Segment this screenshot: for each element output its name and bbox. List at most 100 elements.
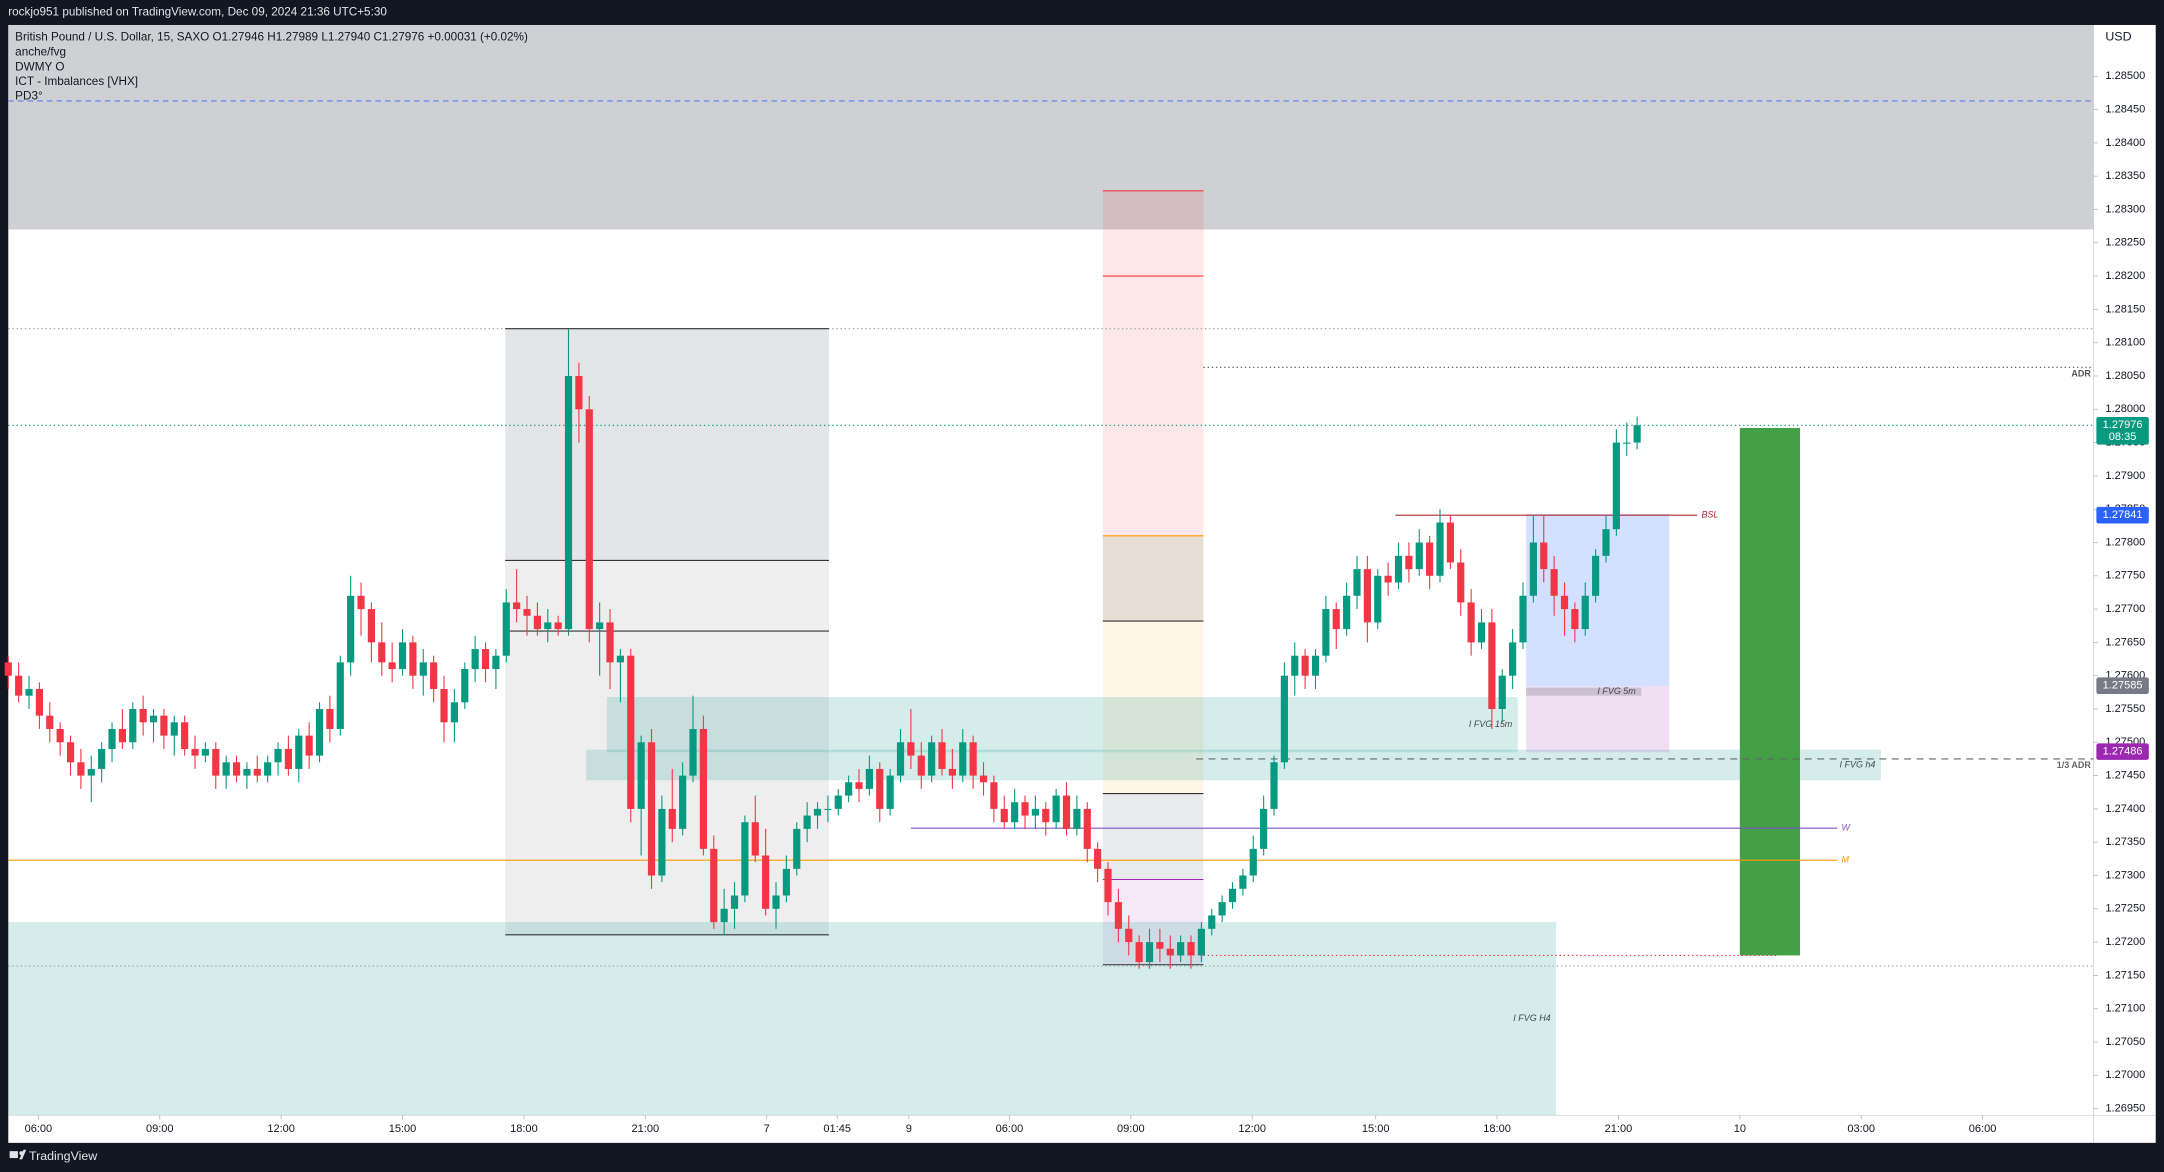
candle-body <box>1249 848 1257 876</box>
candle-body <box>170 722 178 736</box>
candle-body <box>938 742 946 769</box>
y-tick-label: 1.28200 <box>2105 270 2145 282</box>
zone <box>1102 190 1204 536</box>
candle-body <box>25 689 33 696</box>
y-tick-label: 1.28350 <box>2105 170 2145 182</box>
x-tick-label: 12:00 <box>1238 1123 1266 1135</box>
x-tick-label: 15:00 <box>1362 1123 1390 1135</box>
candle-body <box>596 622 604 630</box>
candle-body <box>212 748 220 776</box>
candle-body <box>108 728 116 749</box>
candle-body <box>305 735 313 756</box>
candle-body <box>668 808 676 829</box>
y-tick-label: 1.28400 <box>2105 137 2145 149</box>
y-tick-label: 1.28250 <box>2105 237 2145 249</box>
x-tick-label: 9 <box>906 1123 912 1135</box>
x-tick-label: 09:00 <box>1117 1123 1145 1135</box>
price-label: 1.27486 <box>2103 746 2143 758</box>
candle-body <box>46 715 54 729</box>
y-tick-label: 1.27400 <box>2105 803 2145 815</box>
candle-body <box>959 742 967 776</box>
zone <box>1102 621 1204 794</box>
candle-body <box>1156 942 1164 949</box>
candle-body <box>1291 655 1299 676</box>
x-tick-label: 10 <box>1734 1123 1746 1135</box>
candle-body <box>948 768 956 776</box>
candle-body <box>979 775 988 783</box>
candle-body <box>1052 795 1060 823</box>
candle-body <box>1000 808 1008 823</box>
candle-body <box>1550 569 1558 596</box>
candle-body <box>793 828 801 869</box>
zone <box>606 697 1518 753</box>
candle-body <box>4 662 12 676</box>
candle-body <box>139 708 147 723</box>
candle-body <box>741 822 749 896</box>
lines-layer: ADR BSL 1/3 ADR W M <box>8 100 2094 967</box>
candle-body <box>554 622 562 630</box>
x-tick-label: 06:00 <box>996 1123 1024 1135</box>
x-tick-label: 09:00 <box>146 1123 174 1135</box>
candle-body <box>1073 808 1081 829</box>
price-countdown: 08:35 <box>2109 431 2137 443</box>
candle-body <box>1311 655 1320 676</box>
candle-body <box>1083 808 1091 849</box>
candle-body <box>461 669 469 703</box>
y-tick-label: 1.28150 <box>2105 303 2145 315</box>
candle-body <box>367 609 375 643</box>
price-label-box <box>2096 416 2149 445</box>
candle-body <box>1374 575 1382 623</box>
level-label: ADR <box>2071 369 2091 379</box>
candle-body <box>1405 555 1413 570</box>
candle-body <box>419 662 427 676</box>
candle-body <box>274 748 282 763</box>
candle-body <box>98 748 106 769</box>
zone <box>1102 535 1204 622</box>
y-tick-label: 1.27450 <box>2105 770 2145 782</box>
candle-body <box>855 782 863 789</box>
indicator-name: anche/fvg <box>15 46 66 59</box>
candle-body <box>1488 622 1496 709</box>
candle-body <box>803 815 811 829</box>
level-label: M <box>1841 855 1849 865</box>
candle-body <box>1177 942 1185 956</box>
candle-body <box>129 708 137 743</box>
candle-body <box>834 795 842 809</box>
candle-body <box>1104 868 1112 903</box>
candle-body <box>564 375 573 630</box>
candle-body <box>1519 595 1527 643</box>
candle-body <box>876 768 884 809</box>
tradingview-logo <box>9 1149 27 1160</box>
candle-body <box>232 762 241 776</box>
price-label: 1.27976 <box>2103 419 2143 431</box>
candle-body <box>513 602 521 610</box>
axes-layer: 1.26950 1.27000 1.27050 1.27100 1.27150 1.272… <box>25 70 2149 1135</box>
zone-label: I FVG 15m <box>1469 719 1513 729</box>
candle-body <box>1260 808 1268 849</box>
candle-body <box>284 748 292 769</box>
indicator-name: DWMY O <box>15 60 64 73</box>
zone <box>1526 686 1670 753</box>
zone <box>1526 513 1670 687</box>
candle-body <box>409 642 417 676</box>
candle-body <box>264 762 272 776</box>
candle-body <box>1145 942 1154 963</box>
level-label: BSL <box>1701 510 1718 520</box>
candle-body <box>1592 555 1600 596</box>
candle-body <box>627 655 635 809</box>
zone <box>1739 427 1801 956</box>
y-tick-label: 1.27350 <box>2105 836 2145 848</box>
x-tick-label: 06:00 <box>25 1123 53 1135</box>
legend-layer: rockjo951 published on TradingView.com, … <box>8 6 2131 1163</box>
candle-body <box>1062 795 1071 829</box>
zone <box>586 749 1881 781</box>
candle-body <box>388 662 396 670</box>
zone-label: I FVG 5m <box>1597 686 1636 696</box>
candle-body <box>647 742 656 876</box>
candle-body <box>35 689 43 716</box>
y-tick-label: 1.27000 <box>2105 1069 2145 1081</box>
candle-body <box>845 782 853 796</box>
candle-body <box>1042 808 1050 823</box>
x-tick-label: 21:00 <box>631 1123 659 1135</box>
